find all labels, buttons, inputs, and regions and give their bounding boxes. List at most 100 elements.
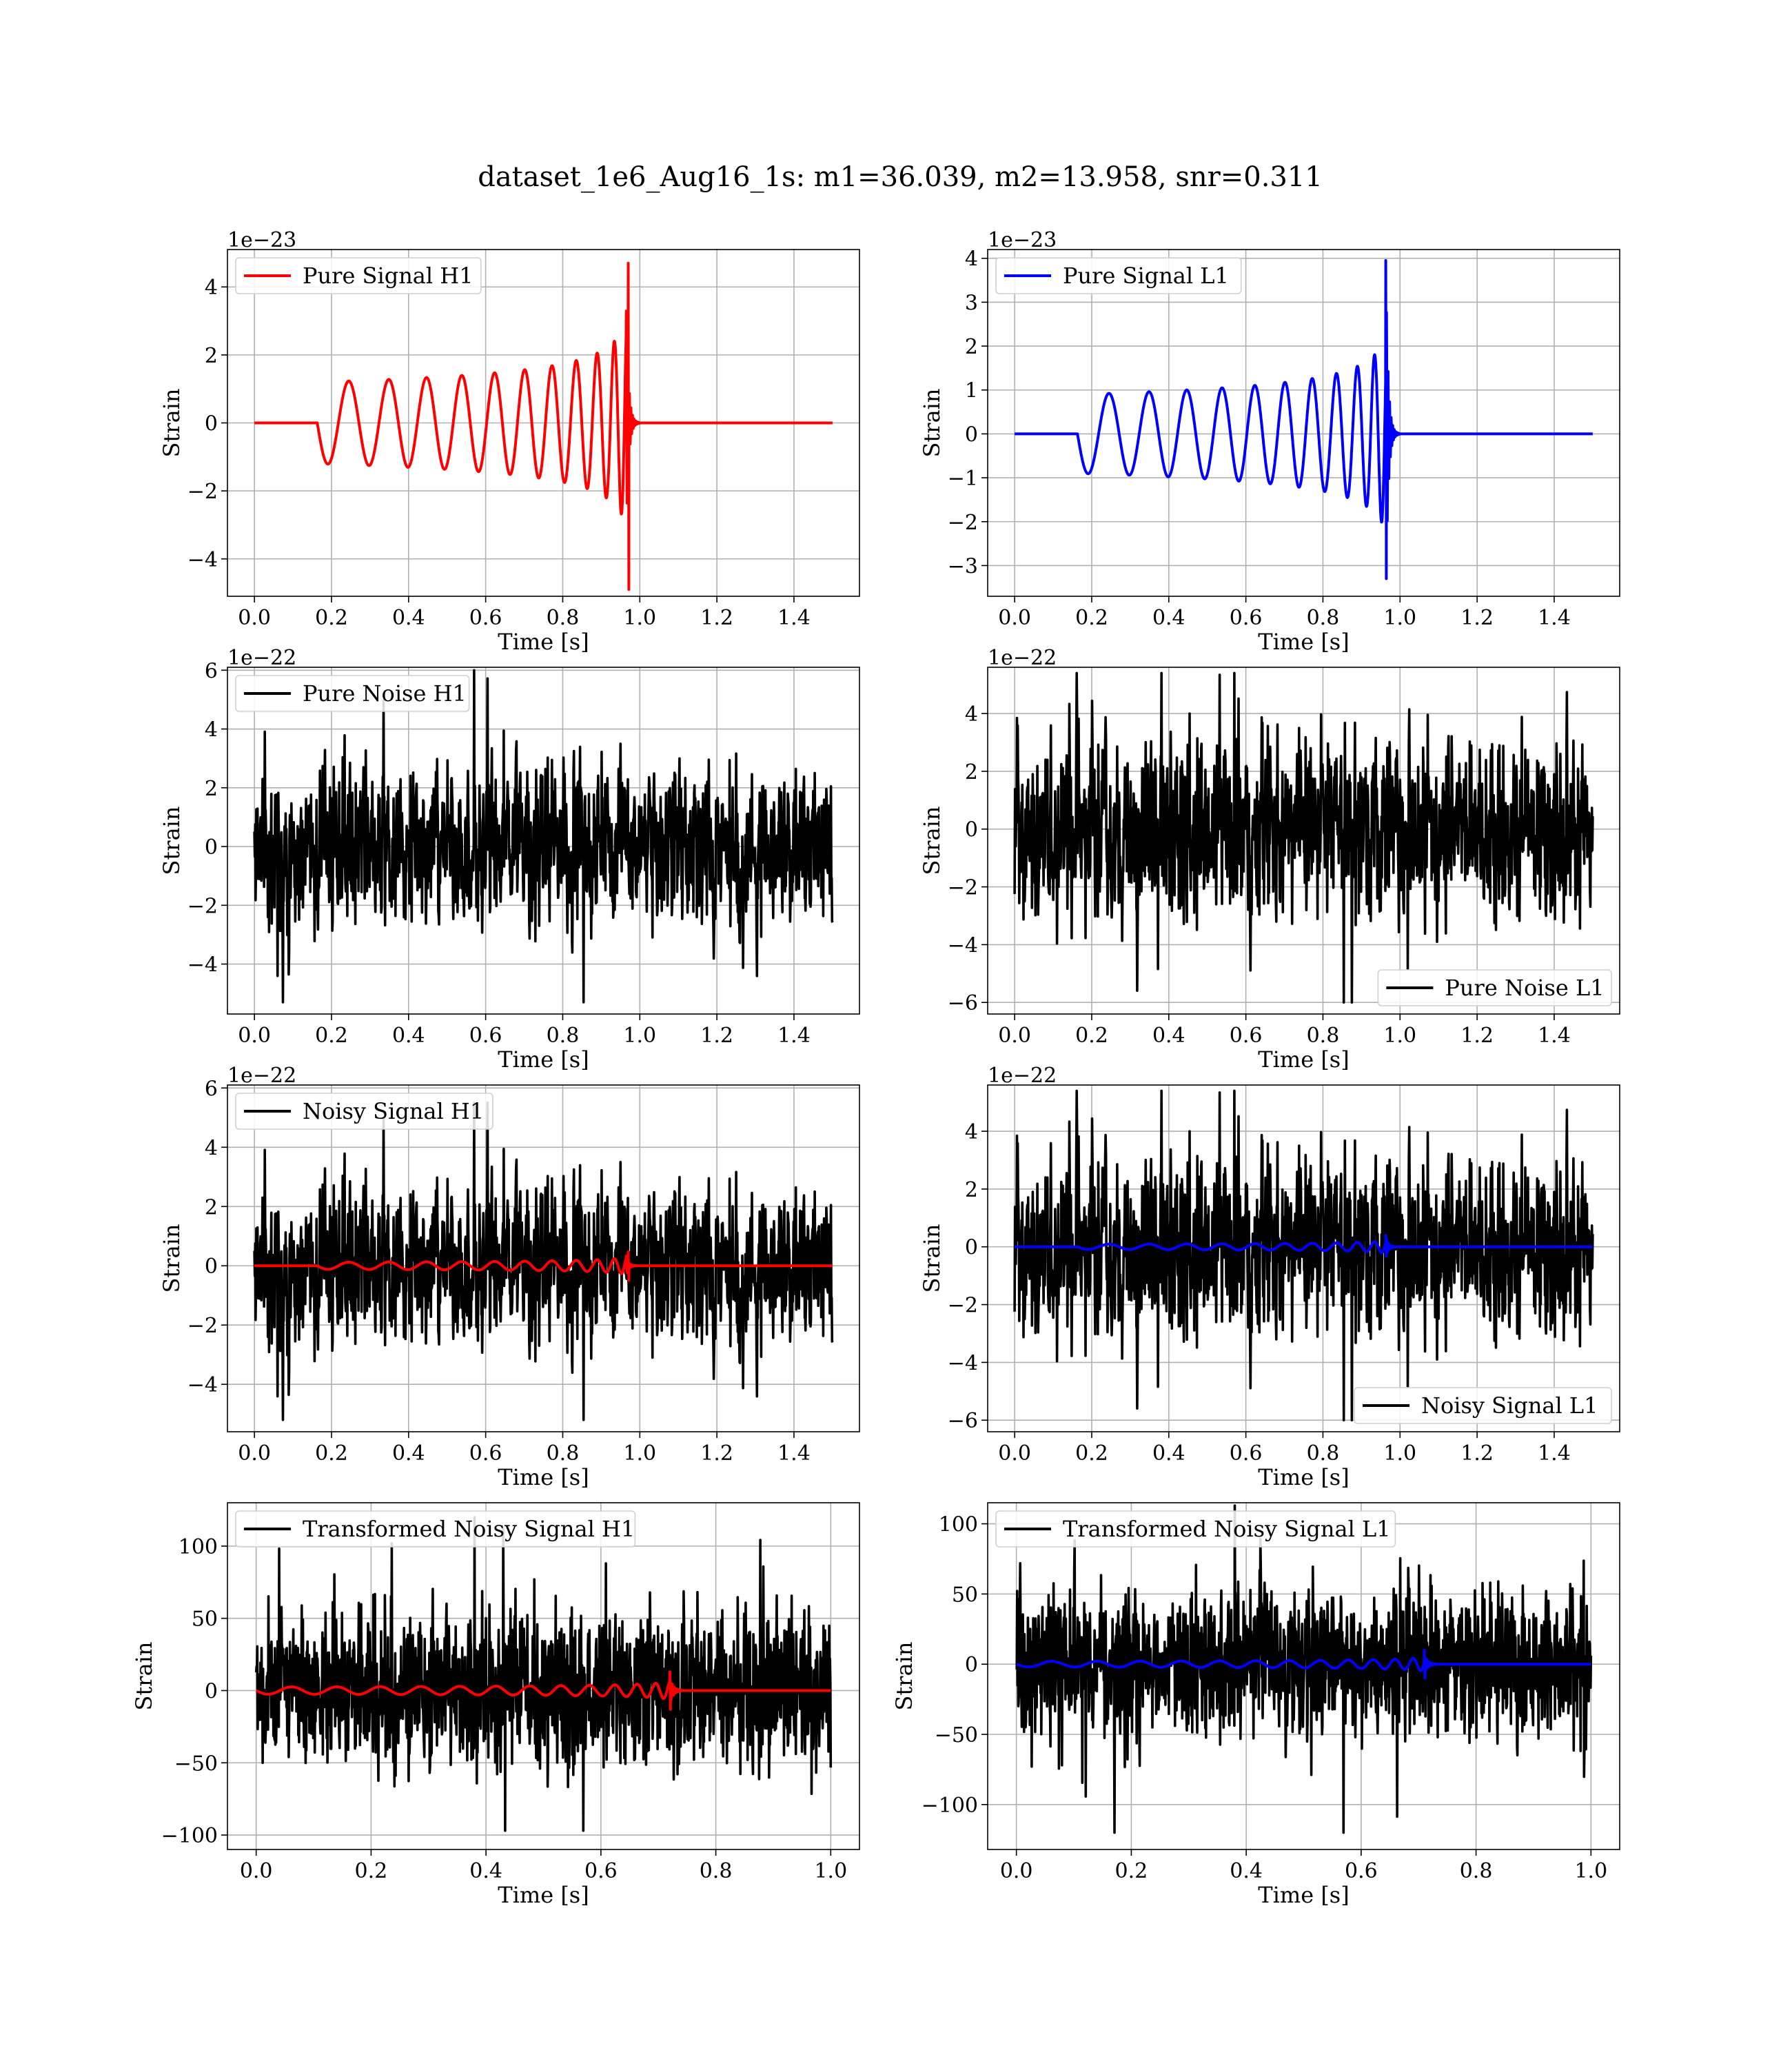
x-tick-label: 0.0 xyxy=(1000,1859,1033,1883)
x-tick-label: 0.8 xyxy=(547,1024,580,1048)
y-axis-label: Strain xyxy=(159,389,185,458)
y-tick-label: 4 xyxy=(205,718,218,742)
y-axis-label: Strain xyxy=(891,1642,917,1711)
y-tick-label: 50 xyxy=(192,1608,218,1632)
subplot-noisy-signal-l1: 0.0 0.2 0.4 0.6 0.8 1.0 1.2 1.4 −6 −4 −2 0 2 4 Time [s… xyxy=(919,1064,1620,1490)
axis-offset-text: 1e−22 xyxy=(988,646,1057,670)
x-tick-label: 1.4 xyxy=(777,606,811,630)
y-tick-label: 2 xyxy=(965,1178,978,1202)
axis-offset-text: 1e−22 xyxy=(988,1064,1057,1088)
y-tick-label: 100 xyxy=(179,1535,218,1559)
x-tick-label: 0.8 xyxy=(1460,1859,1493,1883)
x-tick-label: 0.2 xyxy=(315,1024,348,1048)
legend: Pure Signal H1 xyxy=(235,257,482,294)
series-line-noise xyxy=(254,1516,833,1832)
y-tick-label: 50 xyxy=(952,1583,978,1607)
plot-area xyxy=(253,1102,834,1421)
y-tick-label: −100 xyxy=(922,1794,978,1818)
plot-area xyxy=(1013,258,1594,580)
x-tick-label: 0.2 xyxy=(355,1859,388,1883)
x-tick-label: 0.4 xyxy=(1152,1024,1185,1048)
subplot-transformed-noisy-signal-l1: 0.0 0.2 0.4 0.6 0.8 1.0 −100 −50 0 50 100 Time [s] S… xyxy=(891,1502,1620,1908)
x-tick-label: 0.0 xyxy=(998,606,1031,630)
legend-label: Noisy Signal H1 xyxy=(303,1098,484,1124)
y-tick-label: 0 xyxy=(965,423,978,447)
y-tick-label: 0 xyxy=(205,1255,218,1279)
legend-box xyxy=(235,1093,493,1130)
x-tick-label: 0.0 xyxy=(238,606,271,630)
y-tick-label: 1 xyxy=(965,379,978,403)
series-line-signal xyxy=(253,261,834,591)
plot-area xyxy=(1013,671,1594,1004)
legend-box xyxy=(235,675,470,712)
y-tick-label: −3 xyxy=(948,554,978,578)
x-axis-label: Time [s] xyxy=(1258,1882,1349,1908)
x-tick-label: 0.2 xyxy=(1075,606,1108,630)
x-axis-label: Time [s] xyxy=(498,1046,589,1073)
axis-offset-text: 1e−23 xyxy=(227,228,296,252)
plot-area xyxy=(1015,1504,1593,1834)
series-line-signal xyxy=(1015,1648,1592,1680)
y-tick-label: 4 xyxy=(965,1120,978,1144)
axes-frame xyxy=(987,667,1620,1015)
x-tick-label: 1.0 xyxy=(1574,1859,1607,1883)
plot-area xyxy=(1013,1089,1594,1421)
y-tick-label: 2 xyxy=(205,777,218,801)
legend-label: Pure Signal L1 xyxy=(1063,263,1229,289)
x-tick-label: 0.8 xyxy=(1307,1441,1340,1466)
x-tick-label: 0.6 xyxy=(1230,1024,1263,1048)
y-tick-label: 6 xyxy=(205,1077,218,1101)
x-axis-label: Time [s] xyxy=(1258,1464,1349,1490)
y-tick-label: 2 xyxy=(205,344,218,368)
y-tick-label: 0 xyxy=(965,1236,978,1260)
legend: Pure Noise L1 xyxy=(1377,969,1612,1006)
subplot-pure-signal-l1: 0.0 0.2 0.4 0.6 0.8 1.0 1.2 1.4 −3 −2 −1 0 1 2 3 4 Time … xyxy=(919,228,1620,655)
legend-label: Pure Noise H1 xyxy=(303,680,467,707)
x-tick-label: 1.2 xyxy=(1460,1441,1494,1466)
x-tick-label: 1.2 xyxy=(700,606,733,630)
series-line-signal xyxy=(253,1250,834,1282)
y-axis-label: Strain xyxy=(919,1224,945,1293)
y-tick-label: 2 xyxy=(965,335,978,359)
series-line-noise xyxy=(1015,1504,1593,1834)
x-tick-label: 0.2 xyxy=(315,606,348,630)
y-tick-label: 3 xyxy=(965,291,978,315)
y-axis-label: Strain xyxy=(919,807,945,875)
axes-frame xyxy=(987,1502,1620,1850)
x-tick-label: 0.6 xyxy=(1230,606,1263,630)
x-tick-label: 0.6 xyxy=(584,1859,618,1883)
x-tick-label: 0.4 xyxy=(1152,606,1185,630)
x-axis-label: Time [s] xyxy=(498,1464,589,1490)
x-tick-label: 1.0 xyxy=(814,1859,847,1883)
legend-box xyxy=(1377,969,1612,1006)
legend-box xyxy=(995,1510,1396,1548)
axes-frame xyxy=(227,1502,860,1850)
series-line-signal xyxy=(1013,258,1594,580)
y-tick-label: 0 xyxy=(205,412,218,436)
x-axis-label: Time [s] xyxy=(498,1882,589,1908)
y-tick-label: −2 xyxy=(948,1294,978,1318)
legend-label: Pure Noise L1 xyxy=(1445,975,1604,1001)
legend: Noisy Signal L1 xyxy=(1354,1387,1612,1424)
x-tick-label: 1.2 xyxy=(1460,1024,1494,1048)
y-tick-label: −50 xyxy=(174,1752,218,1776)
x-tick-label: 0.6 xyxy=(469,1024,502,1048)
x-tick-label: 1.0 xyxy=(623,1024,656,1048)
x-tick-label: 0.0 xyxy=(240,1859,273,1883)
axes-frame xyxy=(227,667,860,1015)
x-tick-label: 0.2 xyxy=(1075,1441,1108,1466)
y-tick-label: 4 xyxy=(205,1136,218,1160)
x-axis-label: Time [s] xyxy=(1258,629,1349,655)
legend: Pure Signal L1 xyxy=(995,257,1242,294)
x-tick-label: 1.0 xyxy=(1383,1441,1416,1466)
y-tick-label: 4 xyxy=(205,276,218,300)
legend-box xyxy=(995,257,1242,294)
x-axis-label: Time [s] xyxy=(1258,1046,1349,1073)
y-tick-label: 4 xyxy=(965,702,978,727)
x-tick-label: 0.2 xyxy=(315,1441,348,1466)
axis-offset-text: 1e−23 xyxy=(988,228,1057,252)
y-tick-label: −2 xyxy=(187,894,218,918)
y-tick-label: 0 xyxy=(965,818,978,842)
x-tick-label: 0.8 xyxy=(700,1859,733,1883)
